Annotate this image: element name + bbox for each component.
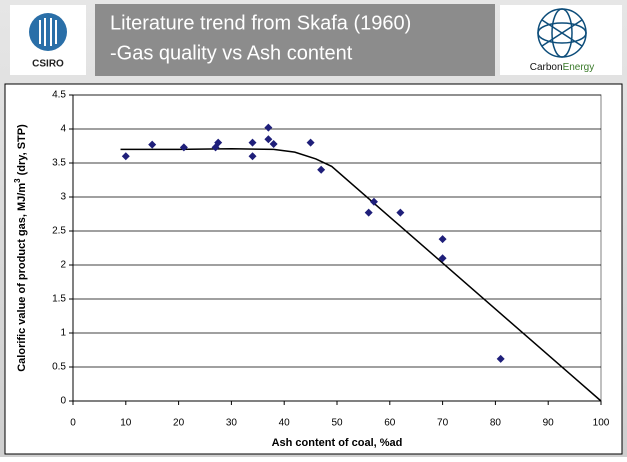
title-line: Literature trend from Skafa (1960) <box>110 12 411 34</box>
data-point <box>179 143 188 152</box>
data-point <box>496 354 505 363</box>
title-band <box>95 4 495 76</box>
data-point <box>438 235 447 244</box>
x-tick-label: 20 <box>173 418 185 429</box>
y-axis-label-part: 3 <box>13 178 22 183</box>
y-tick-label: 1.5 <box>52 294 66 305</box>
x-tick-label: 30 <box>226 418 238 429</box>
y-tick-label: 2 <box>60 260 66 271</box>
x-tick-label: 60 <box>384 418 396 429</box>
y-tick-label: 3 <box>60 192 66 203</box>
data-point <box>317 165 326 174</box>
data-point <box>396 208 405 217</box>
x-tick-label: 70 <box>437 418 449 429</box>
globe-logo <box>537 8 587 58</box>
x-tick-label: 10 <box>120 418 132 429</box>
y-axis-label-part: Calorific value of product gas, MJ/m <box>16 183 28 372</box>
right-logo-text: CarbonEnergy <box>530 62 595 73</box>
y-tick-label: 0 <box>60 396 66 407</box>
y-tick-label: 4.5 <box>52 90 66 101</box>
data-point <box>214 138 223 147</box>
data-point <box>264 135 273 144</box>
plot-area <box>72 94 602 402</box>
data-point <box>269 139 278 148</box>
y-axis-label-part: (dry, STP) <box>16 124 28 179</box>
x-tick-label: 100 <box>593 418 610 429</box>
y-tick-label: 1 <box>60 328 66 339</box>
x-tick-label: 90 <box>543 418 555 429</box>
logo-word: Energy <box>563 62 595 73</box>
right-logo-box <box>500 5 622 75</box>
data-point <box>264 123 273 132</box>
left-logo-text: CSIRO <box>32 59 64 70</box>
data-point <box>121 152 130 161</box>
data-point <box>438 254 447 263</box>
x-tick-label: 80 <box>490 418 502 429</box>
data-point <box>369 197 378 206</box>
y-tick-label: 2.5 <box>52 226 66 237</box>
title-line: -Gas quality vs Ash content <box>110 42 353 64</box>
plot: 0 0.5 1 1.5 2 2.5 3 3.5 4 4.5 0 10 20 30 40 50 60 70 80 90 1… <box>13 90 610 449</box>
data-point <box>364 208 373 217</box>
logo-word: Carbon <box>530 62 563 73</box>
y-tick-label: 0.5 <box>52 362 66 373</box>
csiro-emblem <box>29 13 67 51</box>
y-tick-label: 4 <box>60 124 66 135</box>
x-tick-label: 0 <box>70 418 76 429</box>
y-tick-label: 3.5 <box>52 158 66 169</box>
x-axis-label: Ash content of coal, %ad <box>272 437 403 449</box>
data-point <box>248 138 257 147</box>
data-point <box>306 138 315 147</box>
trend-line <box>120 147 602 402</box>
data-point <box>248 152 257 161</box>
y-axis-label: Calorific value of product gas, MJ/m3 (d… <box>13 124 28 372</box>
csiro-emblem-lines <box>39 18 57 46</box>
data-point <box>148 140 157 149</box>
x-tick-label: 40 <box>279 418 291 429</box>
x-tick-label: 50 <box>331 418 343 429</box>
